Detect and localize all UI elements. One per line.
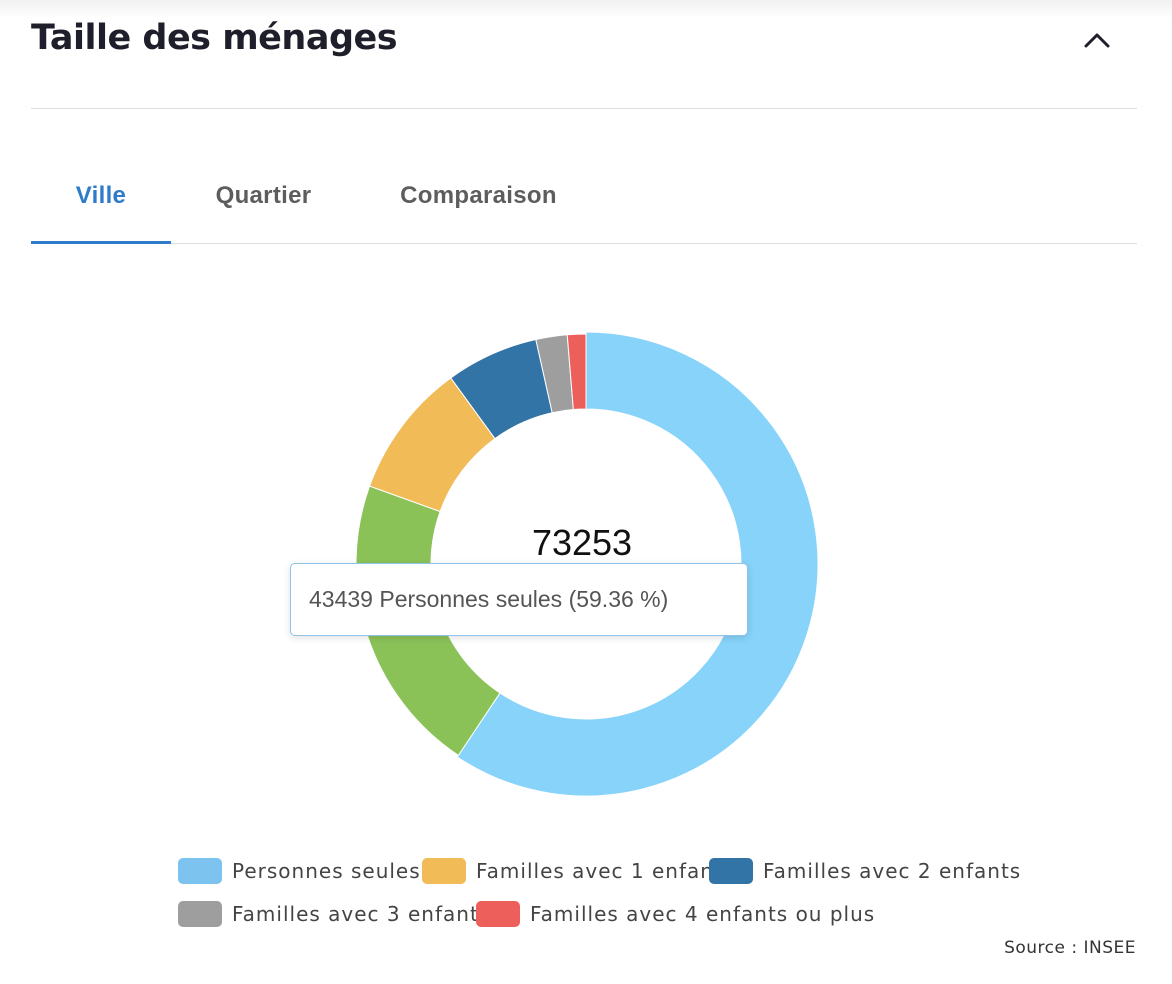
tooltip-text: 43439 Personnes seules (59.36 %) <box>309 586 669 612</box>
header-divider <box>31 108 1137 109</box>
source-note: Source : INSEE <box>1004 938 1136 958</box>
legend-label: Familles avec 1 enfant <box>476 859 710 883</box>
collapse-button[interactable] <box>1074 22 1120 62</box>
donut-slice-personnes-seules[interactable] <box>456 331 819 797</box>
legend-swatch <box>178 858 222 884</box>
legend-swatch <box>476 901 520 927</box>
legend-label: Familles avec 4 enfants ou plus <box>530 902 876 926</box>
tab-comparaison[interactable]: Comparaison <box>400 182 557 209</box>
top-shadow <box>0 0 1172 18</box>
legend-swatch <box>422 858 466 884</box>
legend-label: Familles avec 2 enfants <box>763 859 1022 883</box>
chevron-up-icon <box>1083 31 1111 54</box>
tab-bar: Ville Quartier Comparaison <box>31 150 1137 244</box>
legend-item-familles-3-enfants[interactable]: Familles avec 3 enfants <box>178 900 476 928</box>
legend-item-personnes-seules[interactable]: Personnes seules <box>178 857 428 885</box>
donut-slice-familles-4-enfants-plus[interactable] <box>566 333 587 411</box>
chart-tooltip: 43439 Personnes seules (59.36 %) <box>290 563 748 636</box>
tab-ville[interactable]: Ville <box>31 150 171 244</box>
legend-item-familles-2-enfants[interactable]: Familles avec 2 enfants <box>709 857 1069 885</box>
legend-swatch <box>709 858 753 884</box>
tab-quartier[interactable]: Quartier <box>215 182 312 209</box>
legend-item-familles-4-enfants-plus[interactable]: Familles avec 4 enfants ou plus <box>476 900 926 928</box>
chart-center-total: 73253 <box>531 522 633 563</box>
legend-label: Familles avec 3 enfants <box>232 902 476 926</box>
legend-item-familles-1-enfant[interactable]: Familles avec 1 enfant <box>422 857 710 885</box>
panel-title: Taille des ménages <box>31 18 398 58</box>
legend-swatch <box>178 901 222 927</box>
legend-label: Personnes seules <box>232 859 421 883</box>
